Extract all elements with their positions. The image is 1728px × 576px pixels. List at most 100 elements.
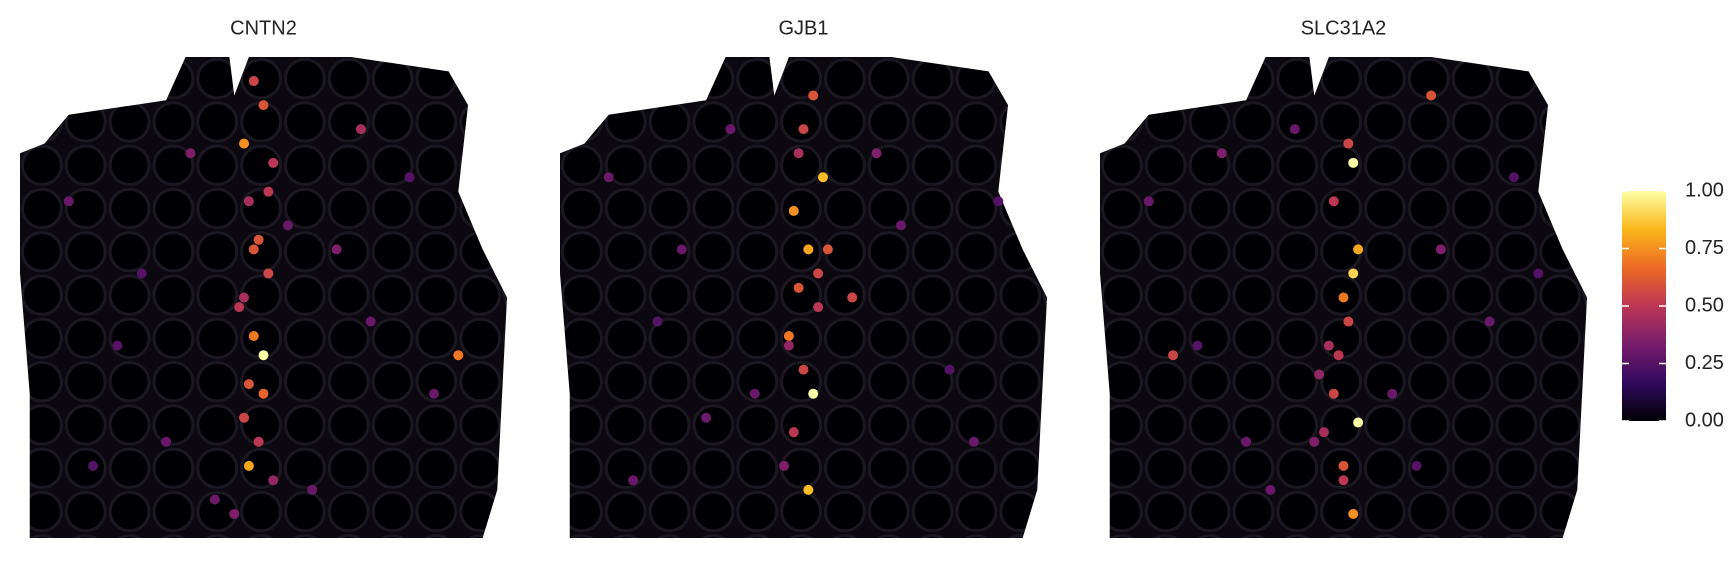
spot [307, 484, 318, 495]
colorbar-tick-label: 1.00 [1685, 179, 1724, 201]
spot [808, 90, 819, 101]
spot [161, 436, 172, 447]
spot [1323, 340, 1334, 351]
spot [1343, 316, 1354, 327]
spot [783, 330, 794, 341]
spot [268, 475, 279, 486]
spot [229, 508, 240, 519]
spot [1338, 475, 1349, 486]
spot [628, 475, 639, 486]
spot [603, 172, 614, 183]
spot [749, 388, 760, 399]
spot [268, 157, 279, 168]
spot [1168, 350, 1179, 361]
spot [1348, 268, 1359, 279]
spot [1241, 436, 1252, 447]
spot [895, 220, 906, 231]
spot [282, 220, 293, 231]
spot [253, 234, 264, 245]
panel-title: CNTN2 [230, 17, 297, 39]
spot [798, 124, 809, 135]
spot [1289, 124, 1300, 135]
spot [1387, 388, 1398, 399]
colorbar-tick-label: 0.00 [1685, 409, 1724, 431]
spot [968, 436, 979, 447]
spot [239, 292, 250, 303]
colorbar-tick-label: 0.50 [1685, 294, 1724, 316]
spot [263, 186, 274, 197]
spot [248, 330, 259, 341]
spot [1333, 350, 1344, 361]
spot [263, 268, 274, 279]
spot [1484, 316, 1495, 327]
spot [1309, 436, 1320, 447]
spot [331, 244, 342, 255]
spot [355, 124, 366, 135]
spot [871, 148, 882, 159]
spot [88, 460, 99, 471]
spot [1348, 157, 1359, 168]
panel-title: GJB1 [778, 17, 828, 39]
spot [234, 302, 245, 313]
spot [209, 494, 220, 505]
spot [248, 76, 259, 87]
spot [793, 148, 804, 159]
spot [1216, 148, 1227, 159]
panel-title: SLC31A2 [1301, 17, 1387, 39]
colorbar-tick-label: 0.25 [1685, 352, 1724, 374]
spot [1328, 388, 1339, 399]
spot [1192, 340, 1203, 351]
spot [253, 436, 264, 447]
spot [1508, 172, 1519, 183]
spot [701, 412, 712, 423]
spot [1143, 196, 1154, 207]
spot [243, 196, 254, 207]
spot [1328, 196, 1339, 207]
spot [1426, 90, 1437, 101]
spot [847, 292, 858, 303]
spot [725, 124, 736, 135]
spot [1353, 417, 1364, 428]
spot [112, 340, 123, 351]
spot [822, 244, 833, 255]
spot [136, 268, 147, 279]
spot [779, 460, 790, 471]
spot [993, 196, 1004, 207]
spot [453, 350, 464, 361]
spot [1343, 138, 1354, 149]
colorbar-tick-label: 0.75 [1685, 237, 1724, 259]
spot [365, 316, 376, 327]
spot [1533, 268, 1544, 279]
spot [1319, 427, 1330, 438]
spot [788, 205, 799, 216]
spot [817, 172, 828, 183]
spot [813, 268, 824, 279]
spot [944, 364, 955, 375]
spot [239, 138, 250, 149]
spot [428, 388, 439, 399]
spot [258, 388, 269, 399]
spot [803, 484, 814, 495]
spot [63, 196, 74, 207]
spot [243, 460, 254, 471]
spot [652, 316, 663, 327]
spot [1435, 244, 1446, 255]
spot [185, 148, 196, 159]
spot [1411, 460, 1422, 471]
spot [1314, 369, 1325, 380]
spot [248, 244, 259, 255]
spot [404, 172, 415, 183]
spot [793, 282, 804, 293]
spot [798, 364, 809, 375]
spot [676, 244, 687, 255]
spot [243, 379, 254, 390]
spot [1265, 484, 1276, 495]
colorbar [1622, 191, 1666, 421]
spot [813, 302, 824, 313]
spot [1338, 460, 1349, 471]
spot [1353, 244, 1364, 255]
spot [783, 340, 794, 351]
spot [803, 244, 814, 255]
spot [1348, 508, 1359, 519]
